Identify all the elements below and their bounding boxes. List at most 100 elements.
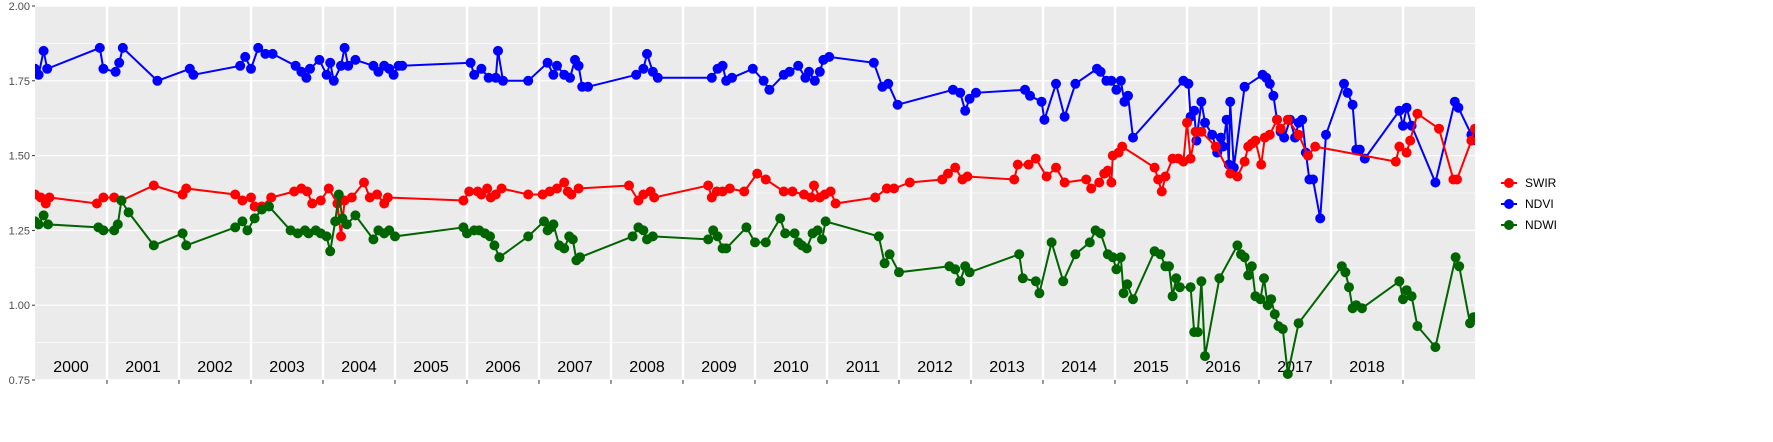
data-point-ndwi [955,276,966,287]
data-point-ndwi [350,210,361,221]
data-point-ndvi [1239,81,1250,92]
data-point-ndwi [242,225,253,236]
data-point-ndvi [42,63,53,74]
data-point-ndvi [1115,75,1126,86]
data-point-swir [44,192,55,203]
data-point-ndvi [493,45,503,56]
y-tick-label: 2.00 [9,1,30,13]
data-point-swir [703,180,714,191]
data-point-ndvi [1221,114,1232,125]
data-point-ndvi [1070,78,1081,89]
data-point-ndvi [1218,141,1228,152]
data-point-ndvi [1279,132,1290,143]
data-point-swir [624,180,634,191]
data-point-ndwi [741,222,752,233]
data-point-swir [724,183,735,194]
data-point-ndvi [1225,96,1236,107]
data-point-swir [1210,141,1221,152]
data-point-swir [336,231,346,242]
year-label: 2008 [629,359,665,376]
data-point-swir [830,198,841,209]
year-label: 2002 [197,359,233,376]
data-point-ndvi [325,57,336,68]
data-point-ndvi [246,63,256,74]
data-point-ndvi [747,63,758,74]
data-point-ndwi [879,258,890,269]
data-point-ndvi [1264,78,1275,89]
data-point-swir [1412,108,1423,119]
data-point-ndvi [1398,120,1408,131]
data-point-ndvi [1123,90,1133,101]
data-point-ndwi [1468,312,1475,323]
data-point-ndwi [1450,252,1461,263]
data-point-ndvi [1453,102,1464,113]
data-point-ndwi [775,213,786,224]
data-point-ndvi [548,69,559,80]
data-point-ndwi [148,240,159,251]
data-point-ndwi [1406,291,1417,302]
legend-key-marker [1504,178,1514,188]
data-point-ndvi [339,42,350,53]
data-point-ndvi [1051,78,1061,89]
data-point-swir [649,192,660,203]
data-point-swir [1160,171,1171,182]
data-point-swir [1102,165,1113,176]
data-point-ndvi [498,75,508,86]
year-label: 2003 [269,359,305,376]
data-point-swir [1293,129,1304,140]
data-point-ndvi [240,51,251,62]
data-point-ndvi [1189,105,1200,116]
data-point-ndvi [642,48,652,59]
data-point-ndvi [260,48,271,59]
data-point-swir [752,168,763,179]
data-point-ndwi [1095,228,1106,239]
data-point-swir [1051,162,1061,173]
data-point-ndvi [1347,99,1358,110]
data-point-ndvi [814,66,825,77]
data-point-swir [1239,156,1250,167]
year-label: 2014 [1061,359,1097,376]
data-point-ndvi [1297,114,1308,125]
data-point-ndwi [1115,252,1126,263]
legend-item-ndwi: NDWI [1501,218,1557,232]
legend-item-swir: SWIR [1501,176,1557,190]
data-point-swir [1106,177,1117,188]
data-point-ndwi [1277,324,1288,335]
data-point-swir [809,180,819,191]
legend-item-ndvi: NDVI [1501,197,1554,211]
data-point-swir [760,174,771,185]
data-point-ndwi [249,213,260,224]
data-point-ndvi [253,42,264,53]
data-point-ndvi [1196,96,1207,107]
data-point-ndwi [1246,261,1257,272]
data-point-ndwi [321,231,332,242]
data-point-ndvi [638,63,649,74]
data-point-ndwi [1192,327,1203,338]
data-point-ndvi [1308,174,1318,185]
data-point-swir [1232,171,1243,182]
year-label: 2017 [1277,359,1313,376]
data-point-ndwi [1058,276,1069,287]
data-point-ndwi [1398,294,1408,305]
data-point-ndwi [1118,288,1129,299]
data-point-ndwi [116,195,127,206]
data-point-ndvi [964,93,975,104]
data-point-swir [91,198,102,209]
data-point-swir [787,186,798,197]
data-point-ndvi [321,69,332,80]
data-point-ndvi [1321,129,1331,140]
data-point-swir [246,192,256,203]
data-point-ndvi [188,69,199,80]
data-point-swir [1030,153,1041,164]
data-point-ndvi [542,57,553,68]
data-point-swir [950,162,961,173]
data-point-swir [458,195,469,206]
data-point-ndvi [971,87,981,98]
data-point-ndvi [631,69,642,80]
data-point-ndwi [1014,249,1025,260]
y-tick-label: 1.25 [9,225,30,237]
data-point-ndvi [727,72,737,83]
data-point-ndvi [1036,96,1047,107]
data-point-ndvi [350,54,361,65]
year-label: 2015 [1133,359,1169,376]
